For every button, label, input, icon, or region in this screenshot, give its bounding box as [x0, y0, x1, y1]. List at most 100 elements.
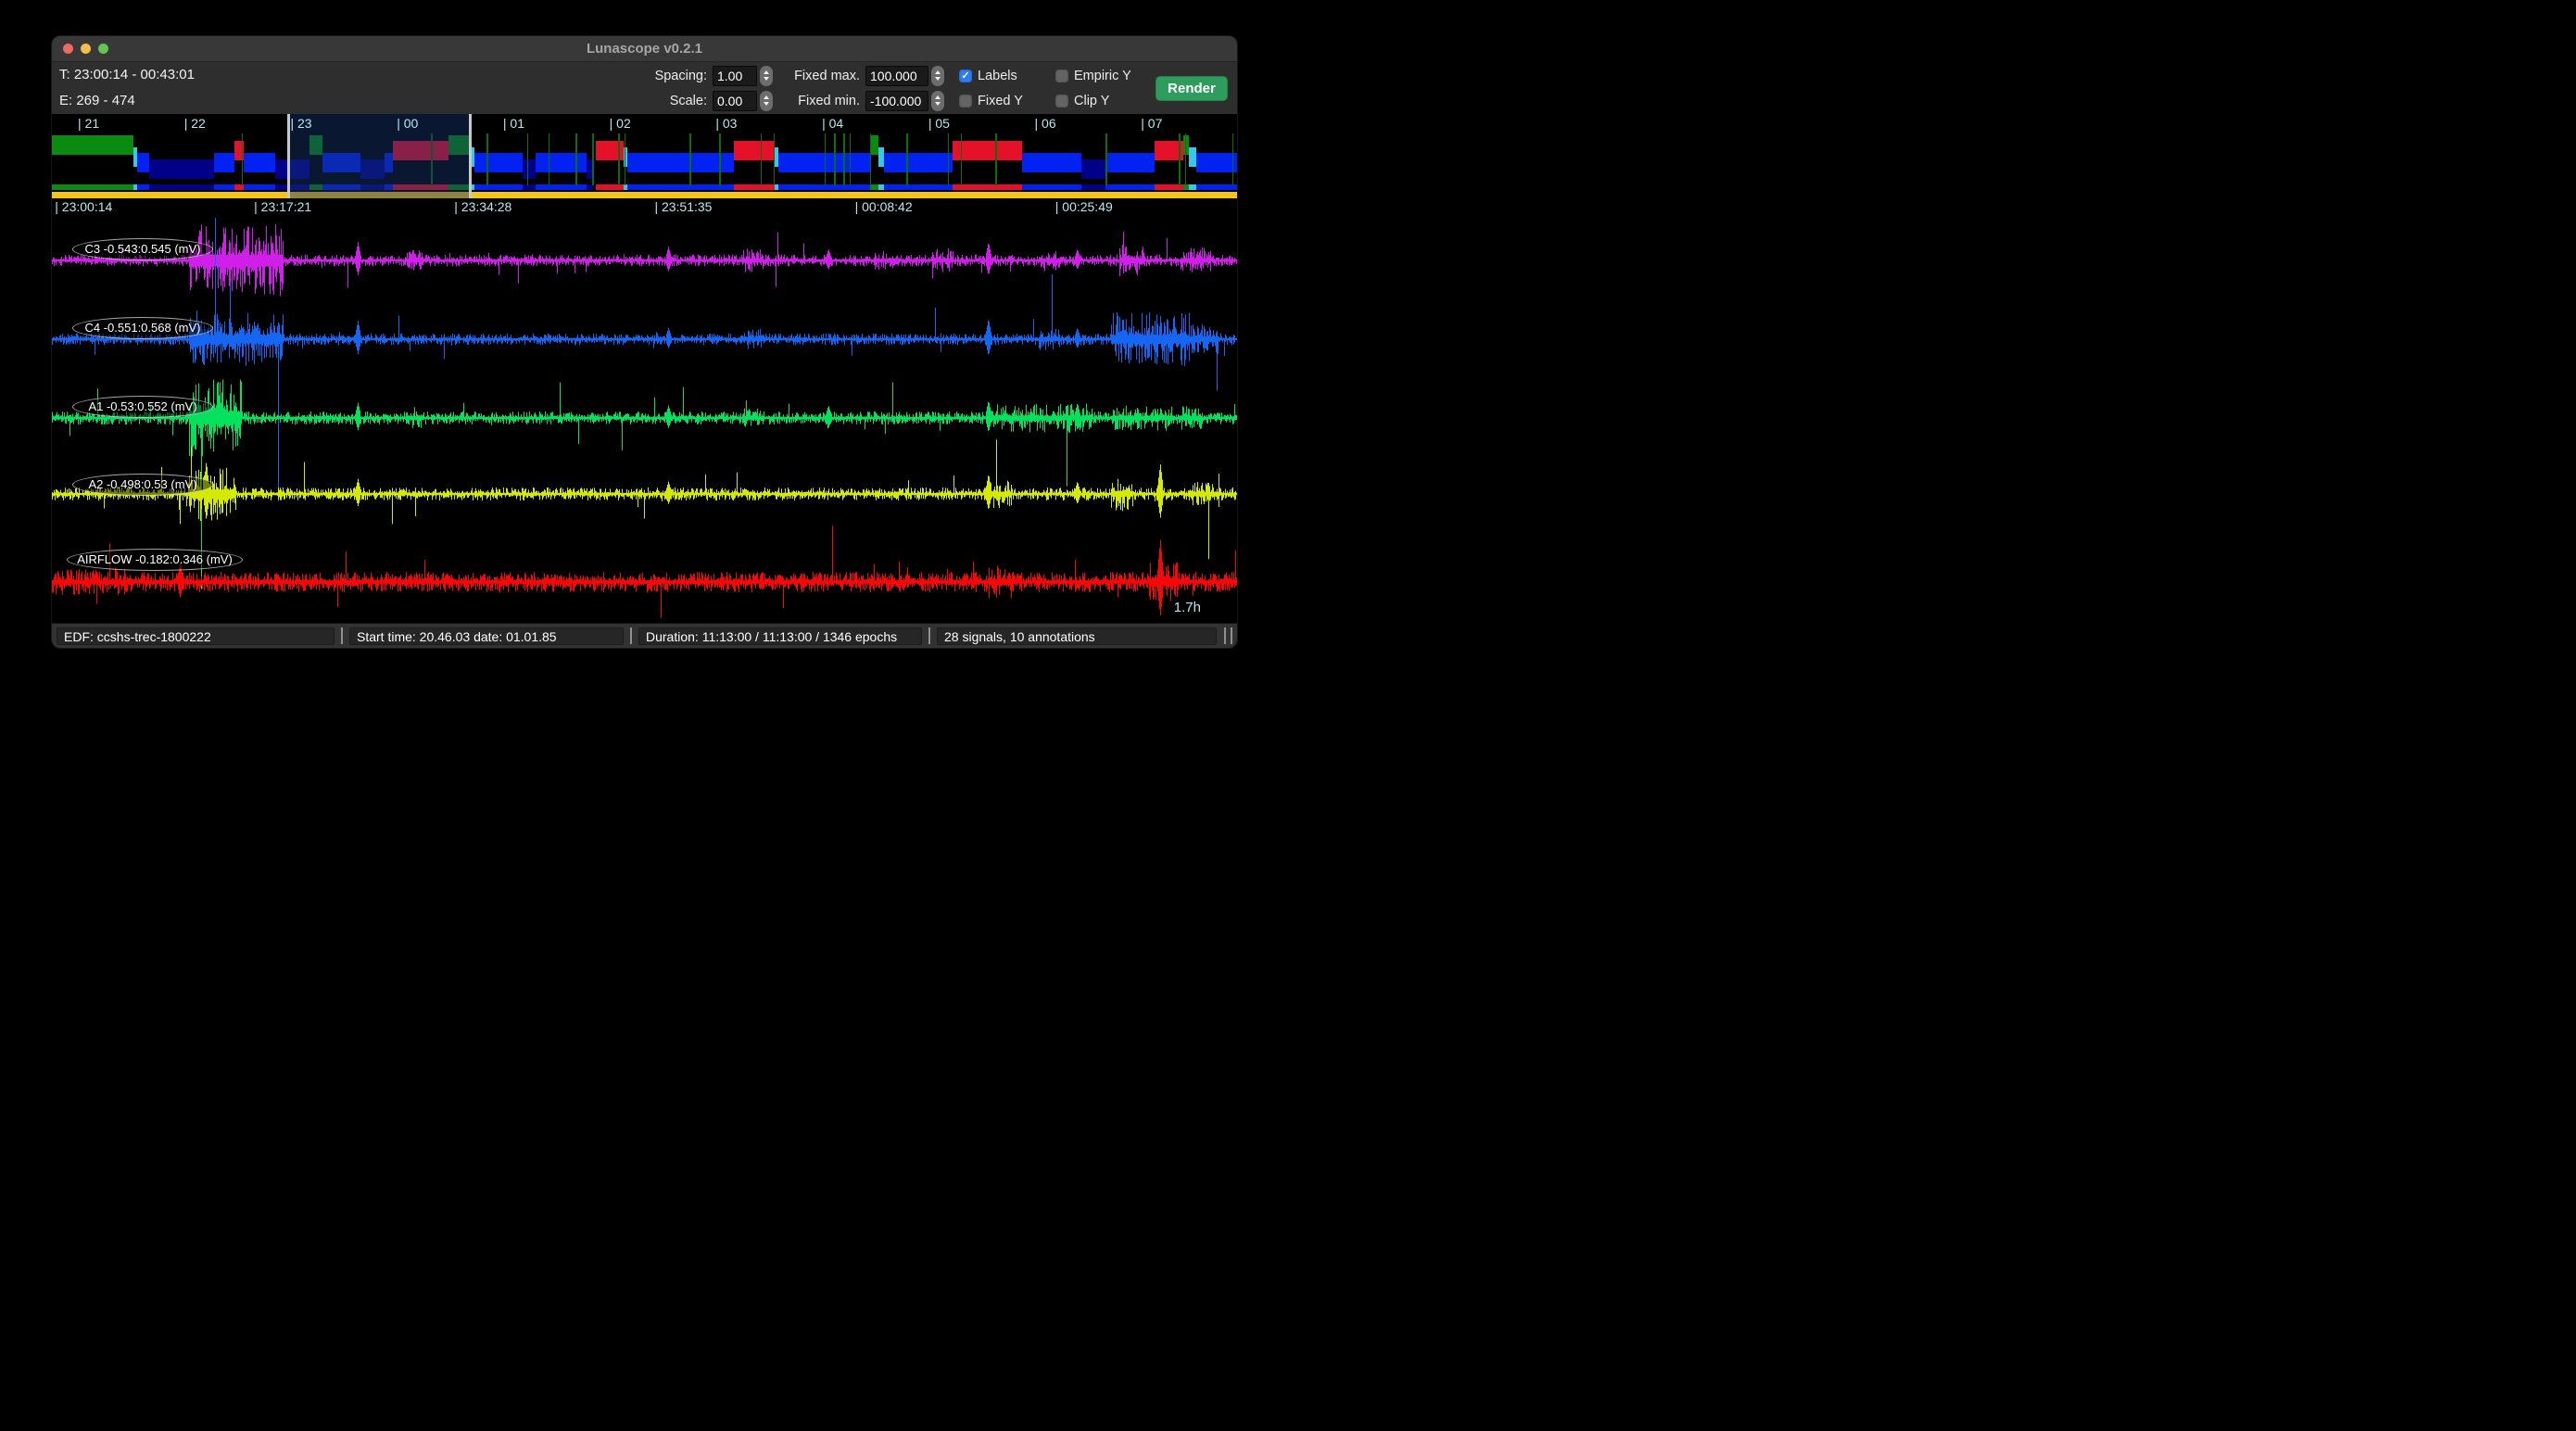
status-separator: [341, 627, 343, 644]
close-window-button[interactable]: [63, 44, 73, 54]
zoom-window-button[interactable]: [98, 44, 108, 54]
stepper-down-icon[interactable]: [764, 77, 769, 81]
title-bar[interactable]: Lunascope v0.2.1: [52, 36, 1237, 61]
status-duration-panel: Duration: 11:13:00 / 11:13:00 / 1346 epo…: [638, 627, 922, 645]
window-title: Lunascope v0.2.1: [586, 41, 703, 57]
hypnogram-mini-segment: [733, 184, 776, 190]
hypnogram-mini-segment: [448, 184, 470, 190]
hypnogram-stage-segment-N3: [522, 158, 537, 179]
hypnogram-mini-segment: [536, 184, 587, 190]
time-axis-label: | 23:17:21: [254, 199, 312, 214]
time-axis-label: | 23:34:28: [454, 199, 512, 214]
hypnogram[interactable]: | 21 | 22 | 23 | 00 | 01 | 02 | 03 | 04 | 05 | 06…: [52, 114, 1237, 198]
stepper-down-icon[interactable]: [935, 102, 941, 106]
toolbar: T: 23:00:14 - 00:43:01 E: 269 - 474 Spac…: [52, 61, 1237, 114]
annotation-tick: [431, 133, 433, 185]
spacing-stepper[interactable]: [760, 65, 773, 86]
hypnogram-hour-label: | 22: [183, 116, 206, 131]
selection-handle-right[interactable]: [469, 114, 473, 198]
view-duration-label: 1.7h: [1173, 600, 1201, 615]
annotation-tick: [1184, 133, 1187, 185]
spacing-input[interactable]: [713, 65, 757, 86]
interval-label: T: 23:00:14 - 00:43:01: [59, 67, 195, 82]
minimize-window-button[interactable]: [81, 44, 91, 54]
hypnogram-stage-segment-R: [392, 141, 448, 161]
hypnogram-mini-segment: [587, 184, 594, 190]
empiric-y-checkbox[interactable]: [1055, 69, 1068, 82]
hypnogram-stage-segment-N2: [884, 153, 953, 173]
hypnogram-stage-segment-N3: [360, 158, 385, 179]
hypnogram-stage-segment-R: [234, 141, 244, 161]
hypnogram-stage-segment-W: [52, 135, 133, 155]
hypnogram-stage-segment-N2: [243, 153, 275, 173]
hypnogram-stage-segment-N1: [775, 146, 778, 167]
fixed-y-checkbox[interactable]: [959, 94, 972, 108]
hypnogram-stage-segment-R: [595, 141, 625, 161]
stepper-up-icon[interactable]: [935, 95, 941, 99]
channel-label-C4[interactable]: C4 -0.551:0.568 (mV): [72, 317, 213, 339]
status-bar: EDF: ccshs-trec-1800222 Start time: 20.4…: [52, 623, 1237, 648]
stepper-up-icon[interactable]: [764, 95, 769, 99]
labels-checkbox[interactable]: [959, 69, 972, 82]
hypnogram-mini-segment: [884, 184, 953, 190]
hypnogram-mini-segment: [953, 184, 1022, 190]
hypnogram-mini-segment: [777, 184, 871, 190]
hypnogram-stage-segment-R: [733, 141, 776, 161]
channel-label-A1[interactable]: A1 -0.53:0.552 (mV): [72, 396, 213, 418]
annotation-tick: [689, 133, 691, 185]
labels-checkbox-label: Labels: [978, 68, 1017, 83]
hypnogram-stage-segment-N2: [385, 153, 393, 173]
clip-y-checkbox[interactable]: [1055, 94, 1068, 108]
hypnogram-mini-segment: [522, 184, 537, 190]
hypnogram-mini-segment: [595, 184, 625, 190]
render-button[interactable]: Render: [1155, 76, 1228, 101]
hypnogram-mini-segment: [775, 184, 778, 190]
channel-label-A2[interactable]: A2 -0.498:0.53 (mV): [72, 474, 213, 496]
hypnogram-mini-segment: [878, 184, 885, 190]
hypnogram-hour-label: | 01: [502, 116, 525, 131]
selection-handle-left[interactable]: [286, 114, 290, 198]
app-window: Lunascope v0.2.1 T: 23:00:14 - 00:43:01 …: [51, 35, 1238, 649]
hypnogram-stage-segment-W: [448, 135, 470, 155]
annotation-tick: [849, 133, 852, 185]
hypnogram-stage-segment-W: [309, 135, 322, 155]
hypnogram-mini-segment: [1189, 184, 1197, 190]
stepper-up-icon[interactable]: [935, 70, 941, 74]
annotation-tick: [719, 133, 721, 185]
hypnogram-stage-segment-N2: [322, 153, 361, 173]
hypnogram-hour-label: | 05: [928, 116, 950, 131]
channel-label-AIRFLOW[interactable]: AIRFLOW -0.182:0.346 (mV): [67, 549, 243, 571]
stepper-down-icon[interactable]: [935, 77, 941, 81]
scale-stepper[interactable]: [760, 90, 773, 111]
hypnogram-stage-segment-N1: [470, 146, 475, 167]
hypnogram-stage-segment-N2: [1105, 153, 1155, 173]
hypnogram-stage-segment-N3: [274, 158, 310, 179]
hypnogram-mini-segment: [1105, 184, 1155, 190]
empiric-y-checkbox-label: Empiric Y: [1074, 68, 1131, 83]
status-start-time-panel: Start time: 20.46.03 date: 01.01.85: [349, 627, 624, 645]
fixed-min-input[interactable]: [865, 90, 928, 111]
fixed-min-stepper[interactable]: [931, 90, 944, 111]
scale-input[interactable]: [713, 90, 757, 111]
hypnogram-stage-segment-N1: [1189, 146, 1197, 167]
timeline-bar[interactable]: [52, 191, 1237, 198]
channel-label-C3[interactable]: C3 -0.543:0.545 (mV): [72, 238, 213, 260]
stepper-down-icon[interactable]: [764, 102, 769, 106]
selection-region[interactable]: [288, 114, 471, 198]
annotation-tick: [995, 133, 997, 185]
hypnogram-mini-segment: [870, 184, 879, 190]
time-axis-label: | 00:25:49: [1054, 199, 1113, 214]
hypnogram-stage-segment-N3: [149, 158, 215, 179]
hypnogram-mini-segment: [470, 184, 475, 190]
hypnogram-hour-label: | 02: [609, 116, 631, 131]
hypnogram-mini-segment: [1183, 184, 1190, 190]
fixed-min-label: Fixed min.: [798, 93, 860, 108]
annotation-tick: [575, 133, 577, 185]
hypnogram-mini-segment: [474, 184, 523, 190]
fixed-max-stepper[interactable]: [931, 65, 944, 86]
hypnogram-mini-segment: [627, 184, 734, 190]
fixed-max-input[interactable]: [865, 65, 928, 86]
fixed-max-label: Fixed max.: [794, 68, 860, 83]
stepper-up-icon[interactable]: [764, 70, 769, 74]
scale-label: Scale:: [669, 93, 707, 108]
